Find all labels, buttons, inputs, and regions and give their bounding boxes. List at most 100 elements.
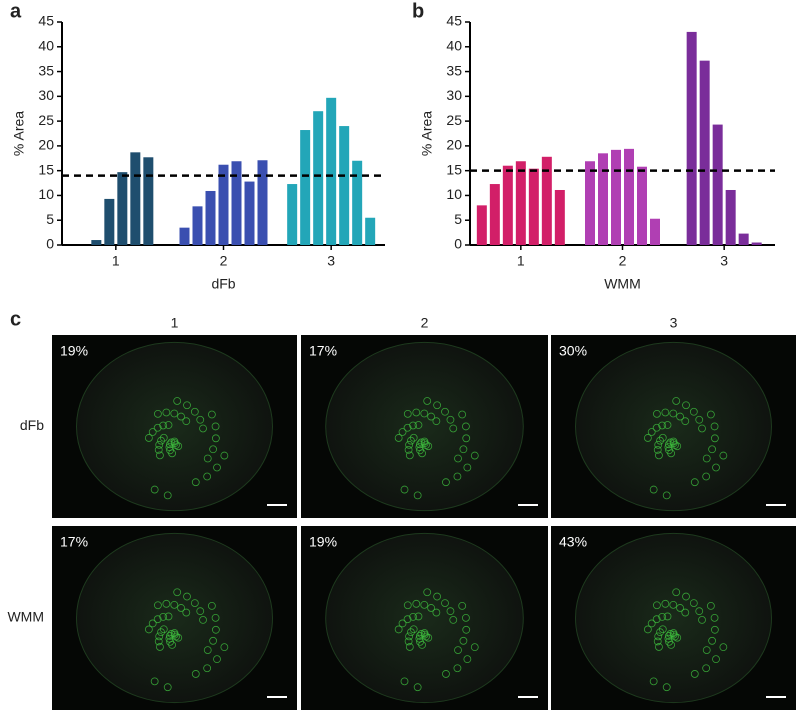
fiber	[162, 599, 171, 608]
fiber	[170, 630, 179, 639]
fiber	[164, 421, 173, 429]
fiber	[459, 636, 468, 645]
fiber	[420, 409, 429, 418]
fiber	[702, 472, 711, 481]
fiber	[672, 397, 681, 405]
column-label: 2	[421, 315, 429, 331]
fiber	[653, 601, 661, 610]
fiber	[665, 632, 673, 640]
bar	[686, 31, 697, 245]
scale-bar	[267, 504, 287, 506]
y-tick-label: 30	[446, 87, 462, 103]
fiber	[681, 417, 690, 426]
fiber	[163, 491, 172, 500]
fiber	[458, 601, 467, 610]
fiber	[658, 612, 667, 621]
fiber	[662, 683, 671, 692]
fiber	[220, 451, 229, 460]
fiber	[150, 677, 159, 686]
fiber	[656, 436, 664, 445]
bar	[611, 149, 621, 245]
fiber	[211, 422, 220, 431]
fiber	[196, 415, 205, 424]
bar	[143, 157, 154, 245]
fiber	[159, 625, 168, 634]
x-tick-label: 1	[112, 253, 120, 269]
fiber	[432, 417, 441, 426]
y-tick-label: 25	[446, 112, 462, 128]
fiber	[394, 625, 403, 634]
fiber	[669, 630, 678, 639]
fiber	[154, 601, 162, 610]
fiber	[453, 664, 462, 673]
fiber	[407, 628, 415, 637]
bar	[326, 97, 337, 245]
fiber	[427, 412, 436, 421]
x-tick-label: 2	[220, 253, 228, 269]
fiber	[423, 397, 432, 405]
fiber	[203, 472, 212, 481]
bar	[352, 160, 363, 245]
fiber	[157, 628, 165, 637]
fiber	[167, 630, 176, 638]
fiber	[156, 451, 164, 460]
fiber	[416, 446, 424, 455]
bar	[554, 189, 565, 245]
y-tick-label: 5	[454, 211, 462, 227]
y-tick-label: 35	[38, 62, 54, 78]
fiber	[427, 604, 436, 612]
fiber	[405, 643, 414, 651]
fiber	[442, 670, 450, 678]
fiber	[211, 625, 220, 634]
fiber	[203, 664, 212, 673]
bar	[365, 217, 376, 245]
y-tick-label: 5	[46, 211, 54, 227]
fiber	[665, 440, 673, 449]
row-label: WMM	[7, 609, 44, 625]
fiber	[166, 446, 174, 455]
fiber	[664, 634, 673, 643]
fiber	[190, 407, 199, 416]
fiber	[652, 615, 661, 624]
fiber	[403, 615, 412, 624]
fiber	[415, 443, 424, 452]
fiber	[433, 401, 442, 410]
fiber	[712, 655, 720, 664]
fiber	[182, 417, 191, 426]
fiber	[148, 428, 157, 436]
fiber	[403, 601, 412, 610]
fiber	[412, 599, 421, 608]
bar	[91, 240, 102, 245]
fiber	[702, 664, 711, 673]
fiber	[394, 434, 403, 442]
fiber	[459, 445, 468, 454]
bar	[257, 160, 268, 245]
fiber	[191, 478, 200, 487]
fiber	[702, 454, 711, 463]
tissue-section	[325, 341, 524, 512]
percent-label: 43%	[559, 534, 587, 550]
fiber	[182, 608, 191, 617]
bar	[218, 164, 229, 245]
bar	[179, 227, 190, 245]
fiber	[159, 421, 168, 430]
bar	[751, 242, 762, 245]
fiber	[708, 636, 717, 645]
bar	[313, 111, 324, 245]
x-axis-label: WMM	[604, 276, 641, 292]
fiber	[407, 436, 415, 445]
fiber	[170, 439, 179, 448]
row-label: dFb	[20, 417, 44, 433]
fiber	[154, 445, 163, 454]
fiber	[669, 439, 678, 448]
y-axis-label: % Area	[419, 111, 435, 156]
fiber	[148, 619, 157, 628]
fiber	[689, 407, 698, 416]
fiber	[199, 424, 207, 433]
fiber	[666, 630, 675, 638]
fiber	[409, 433, 418, 442]
fiber	[653, 637, 662, 646]
x-tick-label: 1	[517, 253, 525, 269]
fiber	[661, 599, 670, 608]
y-tick-label: 40	[446, 37, 462, 53]
